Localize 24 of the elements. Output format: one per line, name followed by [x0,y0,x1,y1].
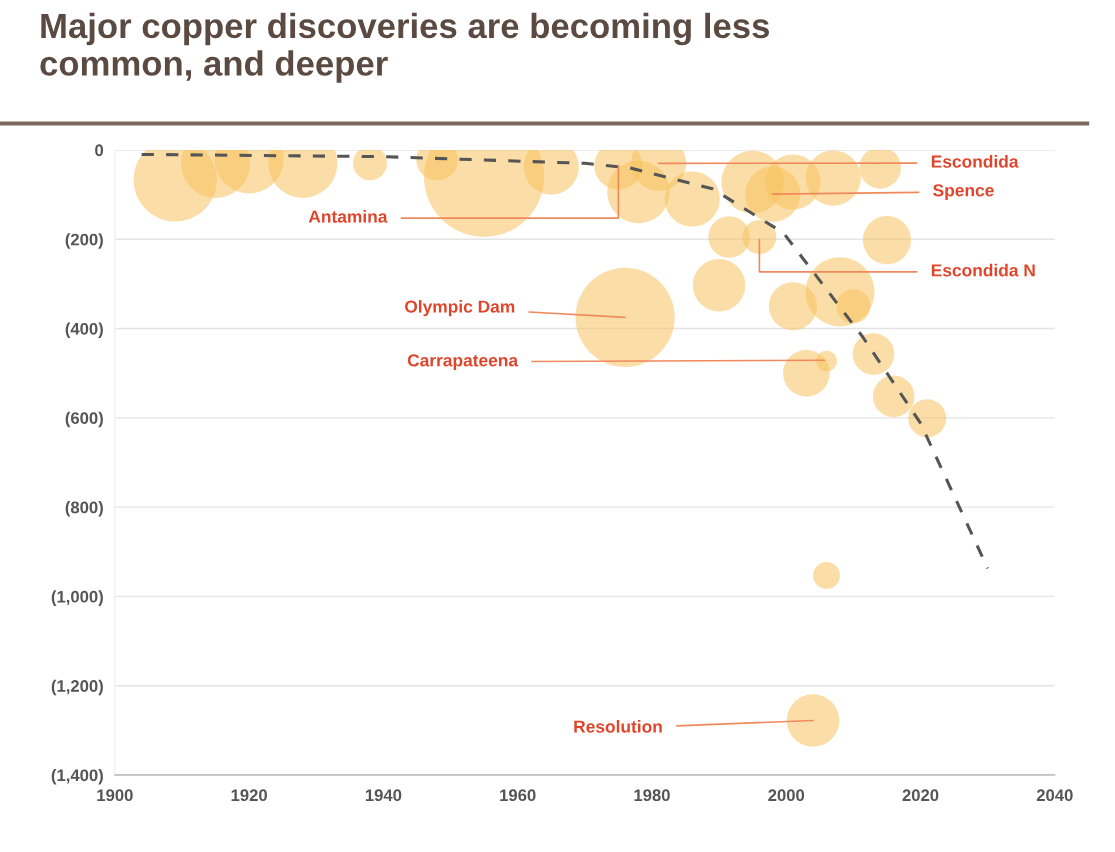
annotation: Olympic Dam [405,299,515,317]
y-tick-label: (1,200) [51,679,103,696]
x-tick-label: 1900 [97,789,133,802]
y-tick-label: (1,400) [51,768,103,785]
y-tick-label: (800) [65,501,103,517]
x-tick-label: 2020 [902,789,939,802]
x-tick-label: 2040 [1036,789,1073,802]
annotation: Carrapateena [407,354,519,370]
x-tick-label: 1960 [500,789,536,802]
chart-title: Major copper discoveries are becoming less common, and deeper [40,12,769,83]
y-tick-label: (200) [65,233,103,249]
y-tick-label: (1,000) [51,590,103,606]
x-tick-label: 2000 [768,789,805,802]
x-tick-label: 1980 [634,789,670,802]
annotation: Resolution [574,720,662,733]
x-tick-label: 1940 [365,789,402,802]
x-tick-label: 1920 [231,789,267,802]
annotation: Escondida [931,154,1019,168]
y-tick-label: 0 [95,144,104,157]
y-tick-label: (400) [65,322,103,339]
annotation: Escondida N [931,263,1035,277]
annotation: Spence [933,184,994,200]
y-tick-label: (600) [65,411,103,428]
annotation: Antamina [308,209,388,223]
